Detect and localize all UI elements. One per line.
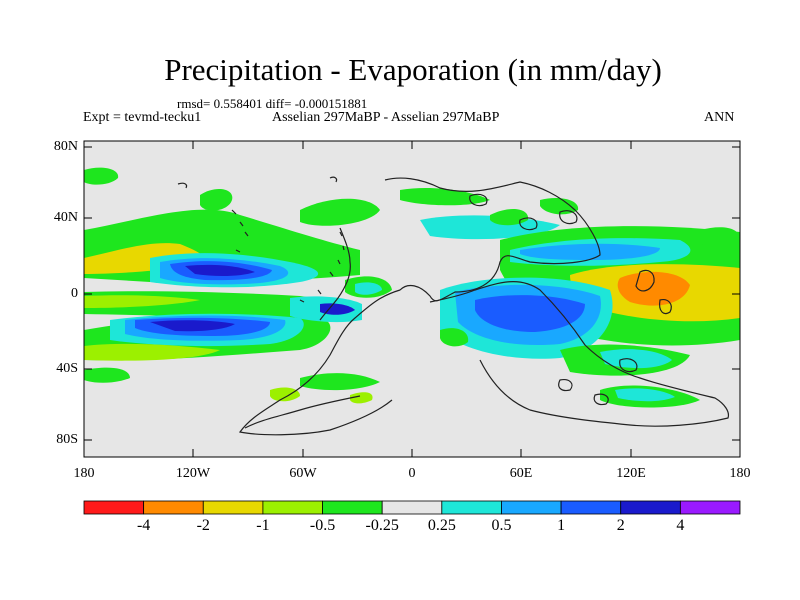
colorbar-label: -2 (196, 517, 210, 534)
lon-label-60e: 60E (509, 466, 533, 481)
colorbar-swatch (560, 500, 622, 515)
lon-label-0: 0 (408, 466, 416, 481)
colorbar-label: -0.5 (309, 517, 336, 534)
lon-label-60w: 60W (289, 466, 317, 481)
map-title: Precipitation - Evaporation (in mm/day) (164, 52, 662, 87)
experiment-label: Expt = tevmd-tecku1 (83, 110, 202, 125)
colorbar-swatch (202, 500, 264, 515)
lat-label-40s: 40S (56, 361, 78, 376)
coastline-island-10 (177, 182, 188, 189)
pe-region-pt-orange (617, 271, 690, 306)
colorbar-swatch (501, 500, 562, 515)
colorbar-swatch (262, 500, 323, 515)
colorbar-label: 4 (676, 517, 685, 534)
coastline-island-3 (619, 358, 638, 373)
lat-label-80s: 80S (56, 432, 78, 447)
pe-region-nw-green (200, 188, 233, 211)
colorbar-label: 1 (557, 517, 566, 534)
colorbar (83, 500, 741, 515)
colorbar-label: -4 (136, 517, 151, 534)
colorbar-swatch (381, 500, 443, 515)
coastline-island-4 (558, 379, 573, 392)
pe-region-s-cyan2 (615, 388, 675, 402)
lon-label-120w: 120W (175, 466, 211, 481)
colorbar-label: -0.25 (365, 517, 399, 534)
pe-region-spac-darkblue (150, 320, 235, 332)
season-label: ANN (704, 110, 735, 125)
axis-ticks (84, 141, 740, 457)
pe-region-pt-green-east (700, 227, 740, 248)
pe-region-atl-green2 (300, 198, 380, 226)
pe-region-s-green4 (270, 387, 300, 402)
stats-line: rmsd= 0.558401 diff= -0.000151881 (177, 96, 368, 111)
coastline-pangaea-south (429, 281, 730, 427)
pe-region-tethys-green2 (490, 208, 529, 226)
pe-region-s-green3 (300, 373, 380, 391)
coastline-west-margin (319, 227, 351, 321)
colorbar-swatch (441, 500, 502, 515)
colorbar-swatch (679, 500, 741, 515)
lat-label-40n: 40N (53, 210, 78, 225)
colorbar-swatch (620, 500, 681, 515)
coastlines (177, 176, 730, 436)
colorbar-swatch (83, 500, 145, 515)
lat-label-0: 0 (71, 286, 78, 301)
pe-region-pt-lightblue (520, 243, 660, 260)
coastline-antarctic-coast (244, 395, 361, 429)
coastline-island-2 (659, 299, 672, 315)
pe-region-spac-yellow (84, 343, 220, 361)
coastline-island-6 (519, 217, 538, 231)
pe-field (84, 167, 740, 408)
pe-region-s-green5 (84, 367, 130, 383)
pe-region-eastpac-dark (320, 303, 355, 315)
pe-region-sp-blue (475, 295, 585, 332)
lon-label-120e: 120E (616, 466, 646, 481)
coastline-nw-dashes (231, 209, 249, 253)
pe-region-s-yellow6 (350, 392, 373, 404)
lon-label-180w: 180 (73, 466, 95, 481)
colorbar-label: 0.5 (491, 517, 512, 534)
lat-label-80n: 80N (53, 139, 78, 154)
coastline-island-7 (559, 210, 578, 225)
colorbar-swatch (322, 500, 383, 515)
coastline-ne-dashes (299, 231, 345, 303)
coastline-island-1 (635, 269, 655, 292)
pe-region-tethys-green (400, 188, 490, 206)
coastline-island-5 (593, 393, 609, 406)
colorbar-swatch (143, 500, 204, 515)
coastline-island-9 (329, 176, 338, 183)
pe-region-npac-darkblue (185, 264, 255, 277)
pe-region-s-green7 (440, 328, 469, 347)
lon-label-180e: 180 (729, 466, 751, 481)
pe-region-s-cyan1 (600, 349, 672, 369)
pe-region-nw-green2 (84, 167, 119, 185)
pe-region-atl-cyan (355, 282, 382, 295)
pe-region-eq-yellow (84, 295, 200, 308)
coastline-island-8 (469, 193, 488, 207)
colorbar-label: -1 (256, 517, 270, 534)
map-subtitle: Asselian 297MaBP - Asselian 297MaBP (272, 110, 500, 125)
colorbar-label: 0.25 (427, 517, 456, 534)
colorbar-label: 2 (616, 517, 625, 534)
